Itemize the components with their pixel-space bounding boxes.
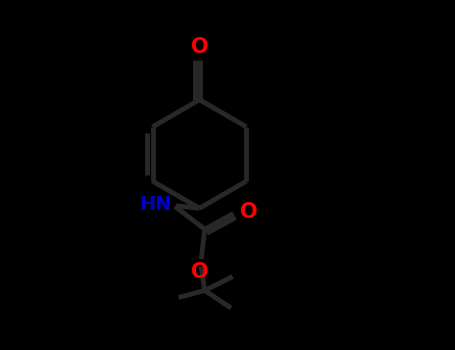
Text: O: O <box>191 262 208 282</box>
Text: O: O <box>191 37 208 57</box>
Text: HN: HN <box>139 195 172 214</box>
Text: O: O <box>240 202 258 222</box>
